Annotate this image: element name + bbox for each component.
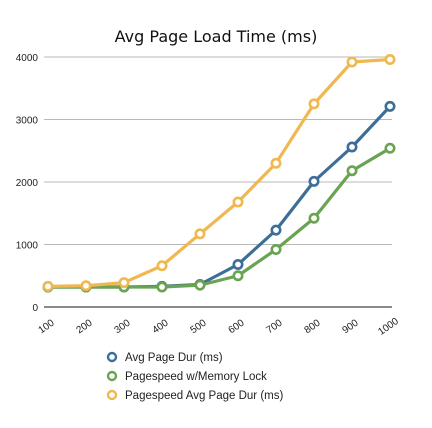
series-line [46, 146, 392, 289]
legend-item: Pagespeed Avg Page Dur (ms) [106, 389, 283, 402]
data-point [346, 165, 358, 177]
x-tick-label: 400 [151, 317, 171, 336]
x-tick-label: 900 [341, 317, 361, 336]
data-point [42, 280, 54, 292]
data-point [232, 196, 244, 208]
legend-item: Avg Page Dur (ms) [106, 351, 223, 364]
data-point [384, 142, 396, 154]
x-tick-label: 500 [189, 317, 209, 336]
x-tick-label: 1000 [376, 316, 401, 338]
grid [44, 56, 392, 308]
y-tick-label: 0 [32, 303, 38, 314]
data-point [156, 260, 168, 272]
data-point [308, 98, 320, 110]
series-line [46, 104, 392, 289]
x-tick-label: 100 [37, 317, 57, 336]
x-tick-label: 200 [75, 317, 95, 336]
chart-title: Avg Page Load Time (ms) [115, 27, 318, 46]
legend-marker [106, 351, 118, 363]
legend: Avg Page Dur (ms) Pagespeed w/Memory Lock… [106, 351, 283, 402]
data-point [194, 228, 206, 240]
x-tick-label: 600 [227, 317, 247, 336]
legend-item: Pagespeed w/Memory Lock [106, 370, 267, 383]
data-point [308, 175, 320, 187]
data-point [346, 56, 358, 68]
data-point [270, 157, 282, 169]
series [42, 53, 396, 293]
data-point [270, 224, 282, 236]
y-tick-label: 4000 [16, 53, 39, 64]
data-point [270, 244, 282, 256]
legend-label: Avg Page Dur (ms) [125, 352, 223, 364]
data-point [346, 141, 358, 153]
x-tick-label: 300 [113, 317, 133, 336]
legend-marker [106, 370, 118, 382]
series-3 [42, 53, 396, 292]
y-tick-label: 3000 [16, 116, 39, 127]
y-tick-label: 2000 [16, 178, 39, 189]
data-point [384, 53, 396, 65]
data-point [232, 258, 244, 270]
x-tick-label: 800 [303, 317, 323, 336]
data-point [232, 270, 244, 282]
legend-label: Pagespeed Avg Page Dur (ms) [125, 390, 283, 402]
x-axis-ticks: 100 200 300 400 500 600 700 800 900 1000 [37, 316, 402, 338]
x-tick-label: 700 [265, 317, 285, 336]
series-line [46, 57, 392, 288]
series-1 [42, 100, 396, 293]
data-point [80, 280, 92, 292]
data-point [308, 212, 320, 224]
legend-label: Pagespeed w/Memory Lock [125, 371, 267, 383]
y-tick-label: 1000 [16, 241, 39, 252]
legend-marker [106, 389, 118, 401]
data-point [156, 281, 168, 293]
data-point [384, 100, 396, 112]
data-point [194, 279, 206, 291]
data-point [118, 277, 130, 289]
y-axis-ticks: 0 1000 2000 3000 4000 [16, 53, 39, 314]
